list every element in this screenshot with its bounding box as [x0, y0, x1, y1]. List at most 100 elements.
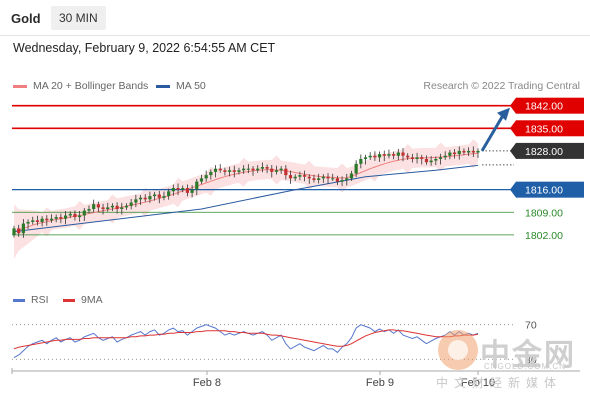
candle-body — [335, 178, 339, 182]
ma50-swatch — [156, 84, 170, 88]
candle-body — [302, 175, 307, 177]
candle-body — [256, 168, 260, 171]
candle-body — [59, 217, 63, 219]
candle-body — [307, 176, 311, 179]
rsi-ma-line — [13, 329, 479, 350]
candle-body — [167, 191, 171, 197]
candle-body — [462, 150, 466, 153]
candle-body — [237, 170, 241, 172]
candle-body — [331, 178, 335, 180]
candle-body — [54, 217, 58, 219]
candle-body — [242, 168, 246, 171]
legend-ma20: MA 20 + Bollinger Bands — [13, 80, 148, 92]
candle-body — [260, 167, 265, 169]
candle-body — [279, 168, 283, 171]
candle-body — [429, 160, 433, 163]
candle-body — [176, 188, 180, 190]
ma9-swatch — [63, 298, 75, 302]
candle-body — [223, 170, 227, 172]
candle-body — [181, 188, 185, 190]
candle-body — [120, 207, 124, 210]
legend-rsi: RSI — [13, 294, 49, 306]
level-label-1842.00: 1842.00 — [525, 101, 563, 113]
candle-body — [345, 178, 349, 180]
candle-body — [31, 220, 35, 222]
candle-body — [26, 221, 30, 224]
candle-body — [448, 152, 452, 156]
candle-body — [92, 204, 96, 210]
candle-body — [354, 163, 358, 174]
candle-body — [148, 196, 152, 200]
candle-body — [21, 223, 25, 234]
level-tag-1816.00 — [516, 181, 584, 198]
candle-body — [476, 150, 480, 153]
legend-ma9: 9MA — [63, 294, 103, 306]
candle-body — [401, 152, 405, 156]
candle-body — [434, 158, 438, 161]
candle-body — [392, 154, 396, 156]
header-bar: Gold 30 MIN — [0, 0, 590, 36]
candle-body — [49, 218, 54, 221]
candle-body — [368, 155, 372, 158]
candle-body — [213, 168, 218, 172]
rsi-tick-label-30: 30 — [525, 354, 537, 366]
candle-body — [199, 178, 204, 182]
rsi-swatch — [13, 298, 25, 302]
asset-name: Gold — [11, 11, 41, 26]
candle-body — [134, 199, 138, 203]
candle-body — [218, 168, 222, 171]
chart-datetime: Wednesday, February 9, 2022 6:54:55 AM C… — [13, 41, 276, 55]
level-tag-pointer-1828.00 — [510, 142, 516, 159]
candle-body — [406, 155, 410, 158]
candle-body — [363, 157, 368, 159]
candle-body — [251, 168, 255, 171]
candle-body — [190, 189, 194, 193]
candle-body — [17, 228, 21, 234]
candle-body — [293, 176, 297, 179]
candle-body — [195, 181, 199, 190]
level-tag-1828.00 — [516, 142, 584, 159]
level-label-1809.00: 1809.00 — [525, 207, 563, 219]
candle-body — [129, 202, 133, 206]
candle-body — [284, 168, 288, 176]
watermark-url: CNGOLD.COM.CN — [484, 362, 566, 371]
candle-body — [162, 196, 166, 198]
level-label-1835.00: 1835.00 — [525, 123, 563, 135]
watermark-logo-text: 中金网 — [480, 339, 576, 372]
candle-body — [377, 154, 382, 158]
watermark-logo-inner — [448, 340, 468, 360]
candle-body — [317, 178, 321, 180]
copyright-text: Research © 2022 Trading Central — [423, 80, 580, 92]
level-tag-pointer-1835.00 — [510, 120, 516, 137]
legend-ma50: MA 50 — [156, 80, 206, 92]
candle-body — [101, 207, 105, 210]
candle-body — [467, 150, 471, 153]
candle-body — [143, 197, 147, 200]
candle-body — [443, 155, 447, 158]
candle-body — [157, 194, 161, 198]
candle-body — [265, 167, 269, 169]
x-tick-label: Feb 9 — [366, 377, 394, 389]
level-label-1802.00: 1802.00 — [525, 230, 563, 242]
candle-body — [246, 168, 250, 170]
candle-body — [124, 205, 129, 208]
level-tag-pointer-1816.00 — [510, 181, 516, 198]
rsi-line — [13, 324, 479, 359]
candle-body — [185, 188, 190, 193]
x-tick-label: Feb 8 — [193, 377, 221, 389]
candle-body — [452, 152, 457, 155]
candle-body — [87, 209, 91, 211]
candle-body — [78, 215, 82, 218]
candle-body — [274, 170, 279, 172]
candle-body — [349, 173, 354, 179]
candle-body — [115, 205, 119, 210]
candle-body — [73, 213, 77, 218]
candle-body — [232, 170, 236, 172]
candle-body — [63, 215, 68, 219]
candle-body — [40, 218, 44, 222]
candle-body — [415, 157, 419, 159]
interval-button[interactable]: 30 MIN — [51, 6, 106, 30]
candle-body — [204, 175, 208, 179]
legend-ma20-label: MA 20 + Bollinger Bands — [33, 80, 149, 92]
